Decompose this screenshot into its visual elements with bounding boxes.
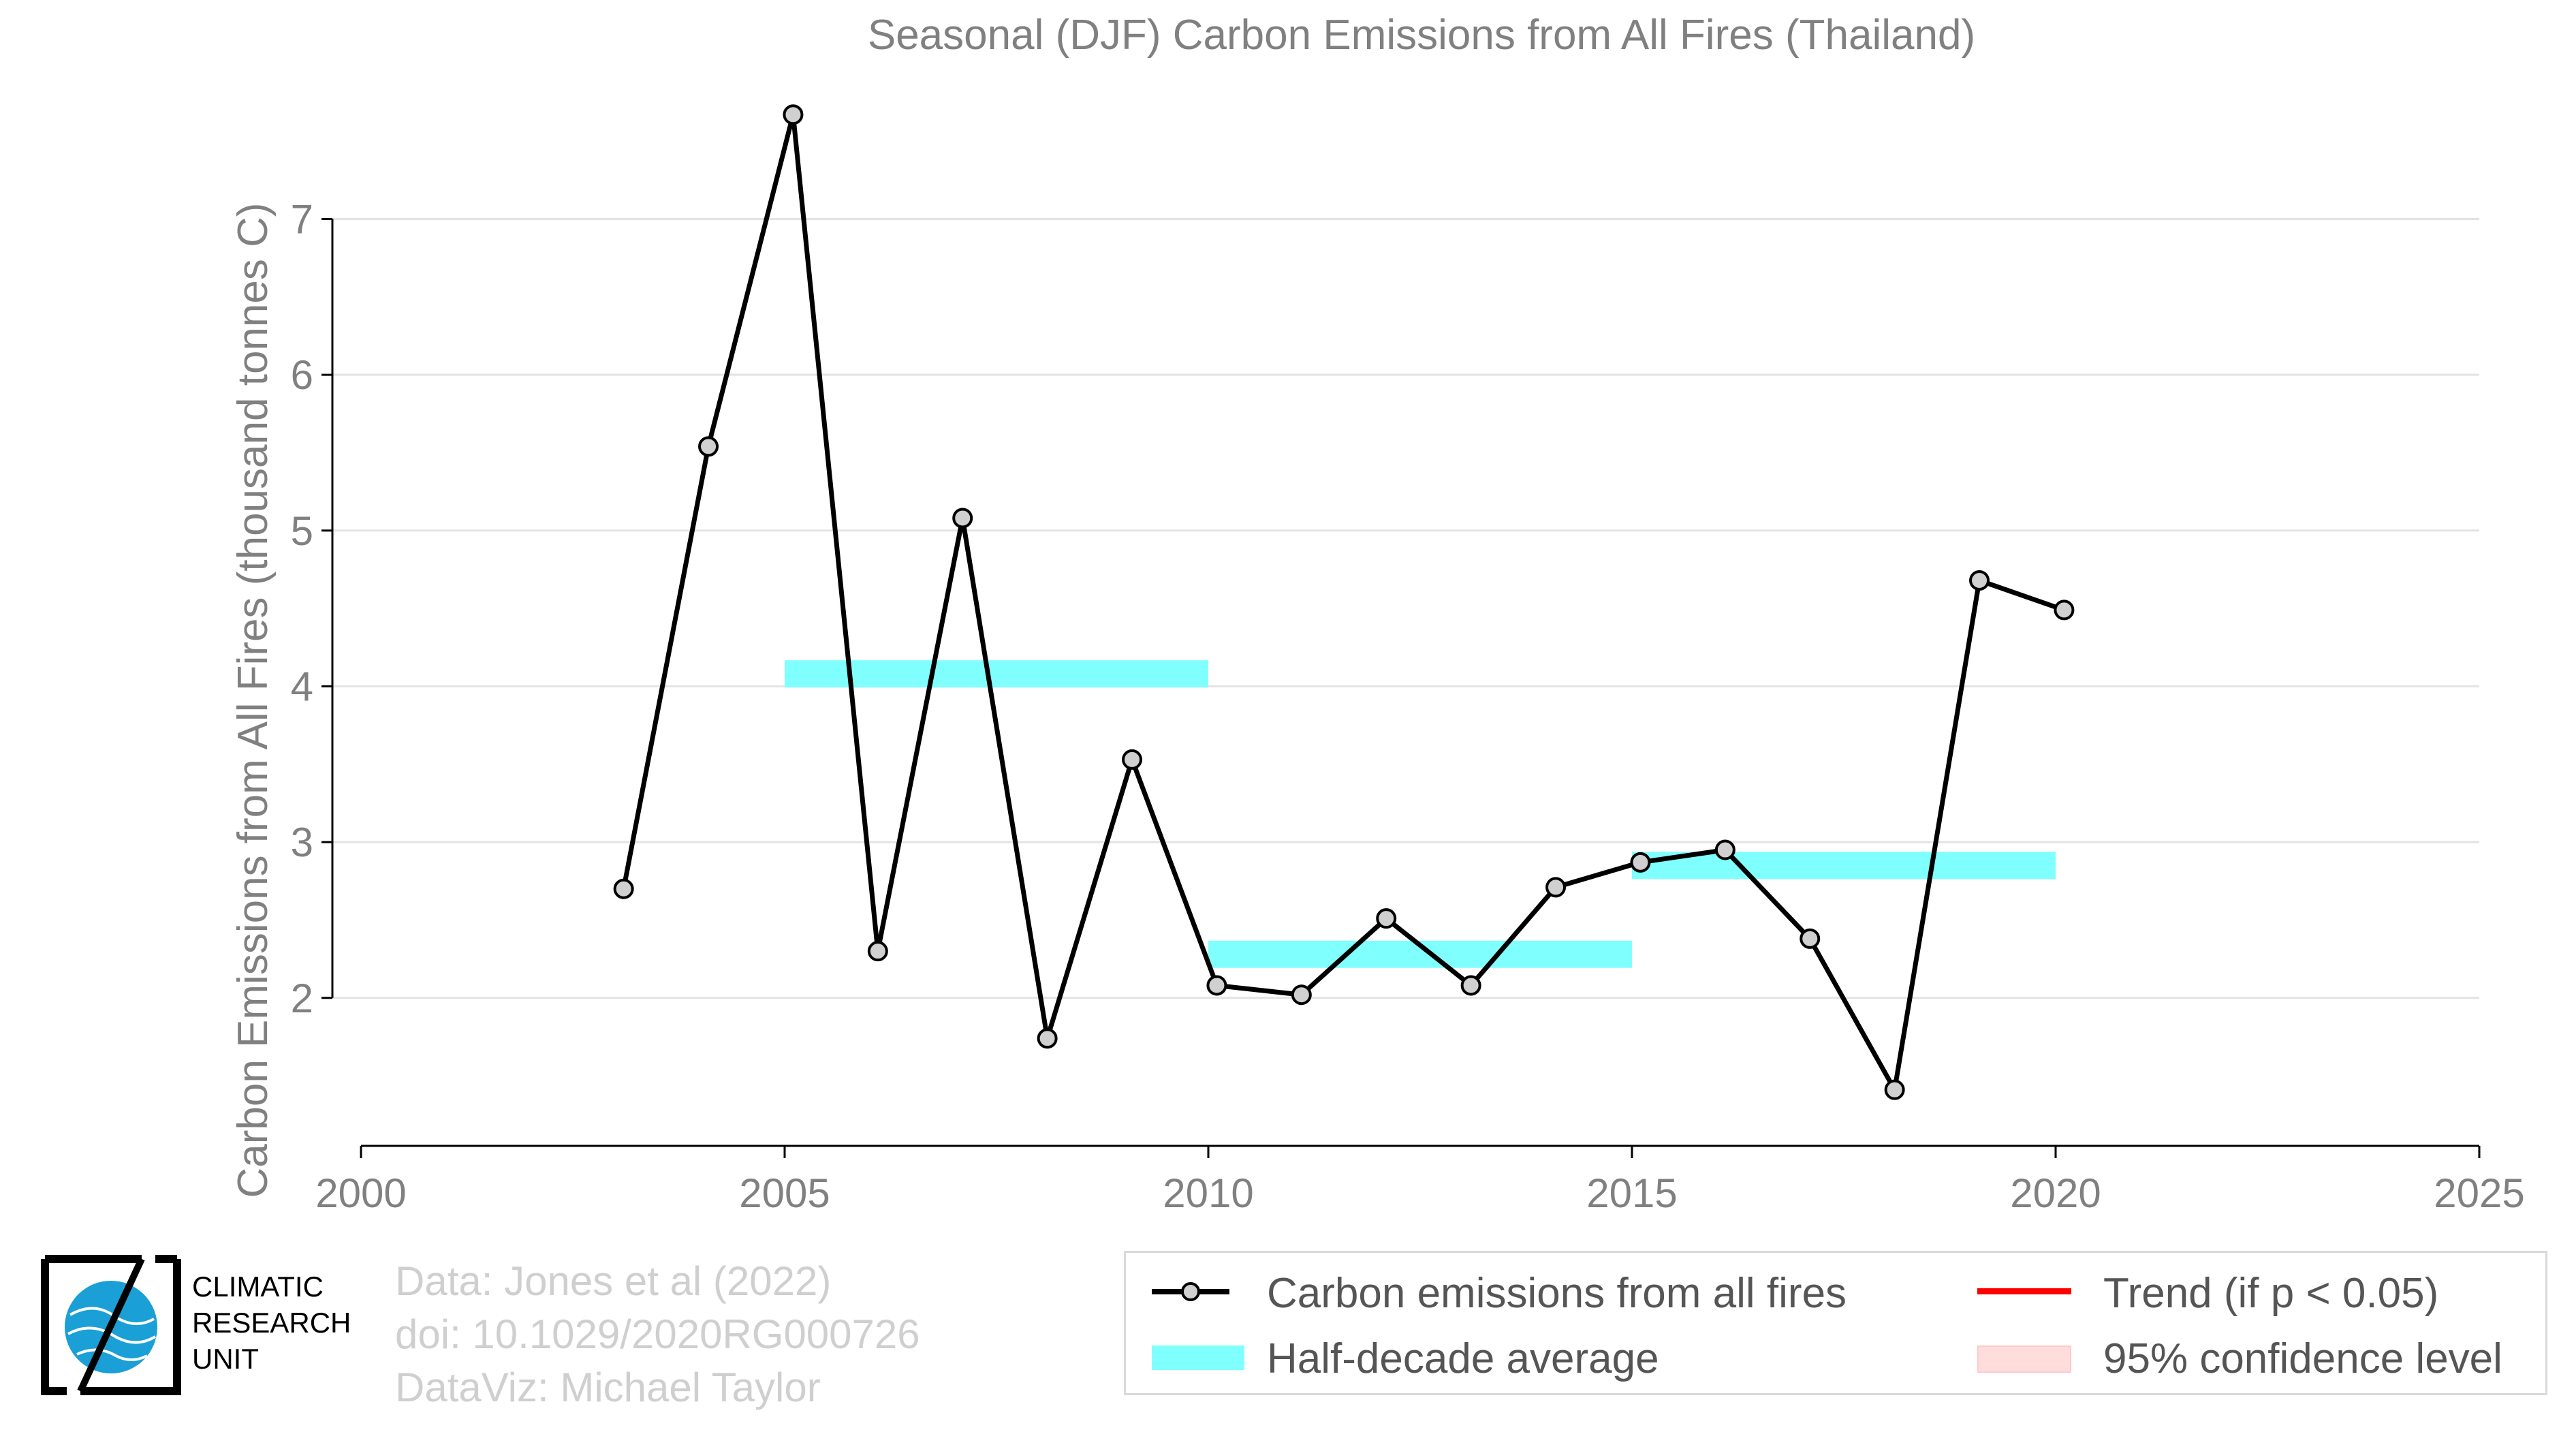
logo-line-2: RESEARCH xyxy=(192,1307,351,1339)
y-tick-label: 4 xyxy=(291,664,313,709)
dataviz-credit: DataViz: Michael Taylor xyxy=(395,1365,821,1410)
series-points xyxy=(613,104,2075,1100)
pink-swatch xyxy=(1977,1345,2071,1373)
x-tick-label: 2015 xyxy=(1586,1170,1677,1216)
logo-line-3: UNIT xyxy=(192,1343,259,1375)
half-decade-bar xyxy=(785,660,1208,688)
data-point xyxy=(613,878,634,899)
data-point xyxy=(1884,1079,1905,1100)
half-decade-bars xyxy=(785,660,2056,968)
x-tick-label: 2020 xyxy=(2010,1170,2101,1216)
data-credits: Data: Jones et al (2022) doi: 10.1029/20… xyxy=(395,1255,920,1414)
legend-label-trend: Trend (if p < 0.05) xyxy=(2103,1270,2439,1317)
data-point xyxy=(867,941,888,962)
legend-label-half-decade: Half-decade average xyxy=(1267,1335,1659,1382)
data-point xyxy=(1206,975,1227,996)
x-tick-label: 2000 xyxy=(315,1170,406,1216)
red-line-swatch xyxy=(1977,1288,2071,1294)
half-decade-bar xyxy=(1632,852,2056,880)
y-axis-label: Carbon Emissions from All Fires (thousan… xyxy=(230,202,277,1198)
series-polyline xyxy=(621,112,2065,1093)
legend-label-confidence: 95% confidence level xyxy=(2103,1335,2502,1382)
data-point xyxy=(1545,877,1567,898)
y-tick-label: 5 xyxy=(291,508,313,554)
gridlines xyxy=(332,217,2479,999)
data-point xyxy=(1037,1028,1058,1049)
data-point xyxy=(783,104,804,125)
data-point xyxy=(1122,749,1143,770)
y-tick-label: 7 xyxy=(291,196,313,242)
chart: Seasonal (DJF) Carbon Emissions from All… xyxy=(230,12,2525,1216)
y-tick-label: 3 xyxy=(291,820,313,865)
logo-line-1: CLIMATIC xyxy=(192,1271,324,1303)
data-point xyxy=(1714,839,1735,860)
data-point xyxy=(2054,600,2075,621)
data-point xyxy=(1969,570,1990,591)
y-tick-label: 2 xyxy=(291,976,313,1021)
doi: doi: 10.1029/2020RG000726 xyxy=(395,1311,920,1357)
axes: 2 3 4 5 6 7 2000 2005 2010 2015 2020 2025 xyxy=(291,196,2525,1216)
x-tick-label: 2010 xyxy=(1163,1170,1253,1216)
data-point xyxy=(1800,928,1821,949)
chart-title: Seasonal (DJF) Carbon Emissions from All… xyxy=(868,12,1975,59)
cru-logo-text: CLIMATIC RESEARCH UNIT xyxy=(192,1268,351,1377)
data-point xyxy=(1291,984,1312,1006)
x-tick-label: 2005 xyxy=(739,1170,830,1216)
x-tick-label: 2025 xyxy=(2434,1170,2524,1216)
legend-label-carbon: Carbon emissions from all fires xyxy=(1267,1270,1847,1317)
series-line xyxy=(621,112,2065,1093)
data-point xyxy=(1630,852,1651,873)
data-point xyxy=(1460,975,1481,996)
cru-logo xyxy=(40,1254,183,1397)
data-point xyxy=(952,508,973,529)
y-tick-label: 6 xyxy=(291,352,313,398)
data-point xyxy=(698,436,719,457)
legend: Carbon emissions from all fires Half-dec… xyxy=(1124,1251,2547,1395)
data-source: Data: Jones et al (2022) xyxy=(395,1258,832,1304)
cyan-swatch xyxy=(1152,1345,1244,1370)
data-point xyxy=(1376,908,1397,929)
line-marker-swatch xyxy=(1152,1282,1229,1301)
